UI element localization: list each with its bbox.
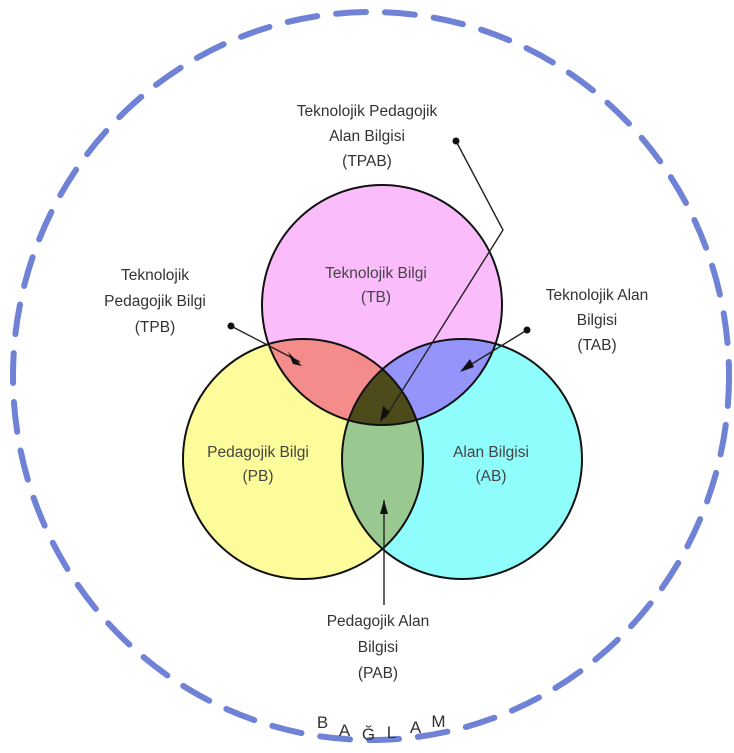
tab-callout-line2: Bilgisi [577,312,617,329]
context-letter: L [387,723,397,742]
context-letter: M [431,712,446,731]
tab-leader-dot [523,326,531,334]
tpb-callout-line3: (TPB) [135,319,175,336]
tpb-callout-line1: Teknolojik [121,267,189,284]
tpb-arrowhead [288,352,302,366]
tpab-region [342,339,423,425]
context-ring [10,9,732,743]
pab-callout-line3: (PAB) [358,665,398,682]
context-letter: A [410,718,422,737]
tab-leader [461,329,528,371]
tpab-callout-line1: Teknolojik Pedagojik [297,103,438,120]
tpab-leader-dot [452,137,460,145]
tab-callout-line3: (TAB) [577,337,616,354]
pedagogy-label: Pedagojik Bilgi [207,444,309,461]
content-label: Alan Bilgisi [453,444,529,461]
tpab-leader [384,140,504,419]
context-letter: Ğ [362,725,376,744]
tab-arrowhead [460,359,474,372]
pedagogy-abbr: (PB) [243,468,274,485]
context-letter: A [339,721,351,740]
technology-circle-outline [261,184,503,426]
pab-callout-line2: Bilgisi [358,639,398,656]
content-abbr: (AB) [476,468,507,485]
tpb-leader [230,325,301,363]
pab-arrowhead [380,500,388,514]
technology-label: Teknolojik Bilgi [325,265,427,282]
context-label: B A Ğ L A M [317,712,446,744]
pedagogy-circle-outline [182,338,424,580]
tpb-callout-line2: Pedagojik Bilgi [104,293,206,310]
tab-callout-line1: Teknolojik Alan [546,287,649,304]
tpab-arrowhead [380,406,390,422]
tpab-callout-line3: (TPAB) [342,153,392,170]
context-letter: B [317,713,329,732]
tpb-leader-dot [227,322,235,330]
tpab-callout-line2: Alan Bilgisi [329,128,405,145]
content-circle-outline [341,338,583,580]
pab-callout-line1: Pedagojik Alan [327,613,430,630]
technology-abbr: (TB) [361,289,391,306]
